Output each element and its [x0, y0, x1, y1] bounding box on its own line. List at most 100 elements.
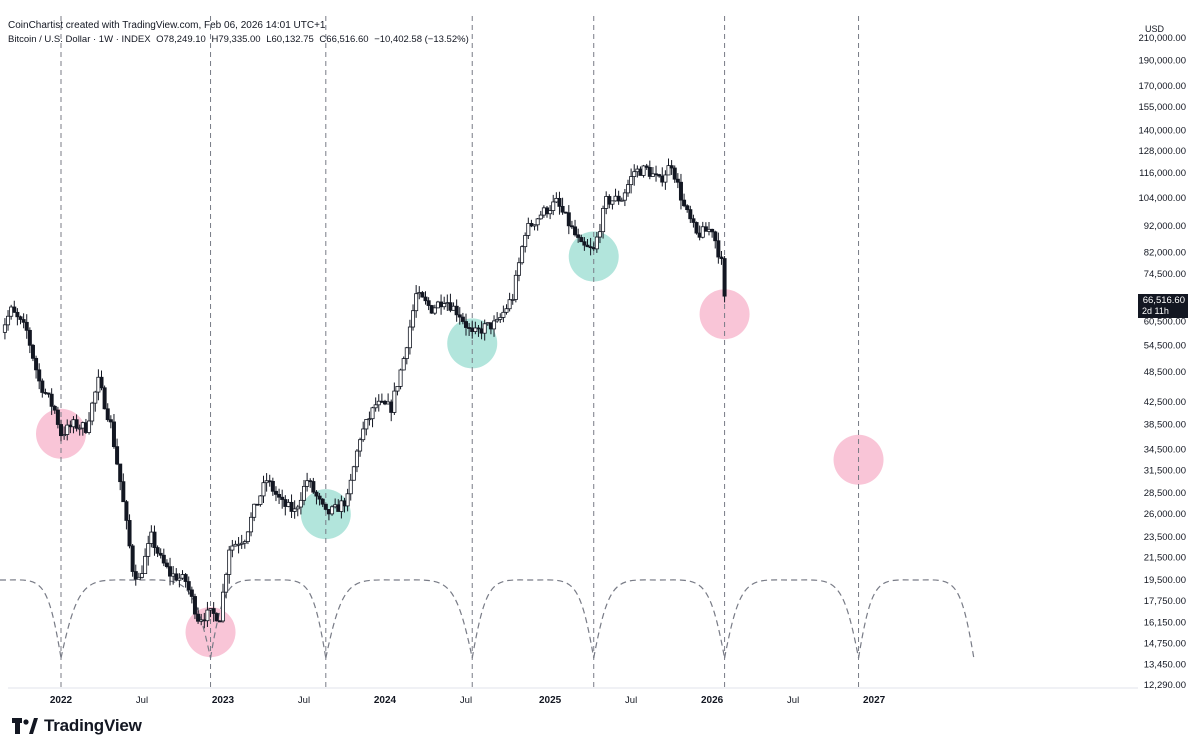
time-tick-label: Jul: [460, 695, 472, 706]
candle: [576, 228, 581, 243]
candle: [414, 285, 419, 318]
candle: [666, 158, 671, 176]
candle: [196, 607, 201, 624]
candle: [520, 245, 525, 265]
candle: [77, 424, 82, 436]
candle: [579, 234, 584, 243]
candle: [535, 217, 540, 231]
price-tick-label: 116,000.00: [1139, 168, 1186, 179]
candle: [298, 492, 303, 515]
candle: [672, 165, 677, 183]
time-axis[interactable]: 2022 Jul 2023 Jul 2024 Jul 2025 Jul 2026 Jul 2027: [8, 687, 1138, 706]
candle: [492, 315, 497, 337]
time-tick-label: 2024: [374, 695, 397, 706]
candle: [317, 493, 322, 506]
price-tick-label: 170,000.00: [1138, 81, 1186, 92]
candle: [647, 160, 652, 180]
candle: [183, 573, 188, 588]
candle: [249, 512, 254, 537]
candle: [189, 586, 194, 604]
candle: [420, 290, 425, 298]
candle: [663, 170, 668, 190]
candle: [108, 415, 113, 429]
candle: [217, 620, 222, 623]
candle: [610, 200, 615, 210]
candle: [364, 418, 369, 436]
candle: [12, 300, 17, 313]
candle: [632, 164, 637, 186]
candle: [669, 160, 674, 175]
price-tick-label: 140,000.00: [1138, 125, 1186, 136]
candle: [289, 494, 294, 518]
candle: [55, 406, 60, 429]
candle: [641, 164, 646, 178]
candle: [205, 601, 210, 627]
candle: [236, 537, 241, 554]
time-tick-label: Jul: [625, 695, 637, 706]
candle: [675, 173, 680, 189]
candle: [99, 370, 104, 391]
candle: [133, 564, 138, 586]
price-tick-label: 128,000.00: [1138, 146, 1186, 157]
price-tick-label: 14,750.00: [1144, 638, 1186, 649]
cycle-highlight-circles: [36, 231, 884, 658]
candle: [305, 472, 310, 492]
candle: [398, 368, 403, 390]
candle: [516, 257, 521, 282]
candle: [482, 319, 487, 341]
bar-countdown: 2d 11h: [1142, 306, 1169, 316]
symbol-label[interactable]: Bitcoin / U.S. Dollar · 1W · INDEX: [8, 34, 151, 45]
candle: [354, 449, 359, 473]
candle: [404, 346, 409, 365]
time-tick-label: Jul: [787, 695, 799, 706]
candle: [358, 437, 363, 457]
candle: [37, 363, 42, 390]
candle: [713, 230, 718, 249]
time-tick-label: 2025: [539, 695, 562, 706]
candle: [46, 392, 51, 398]
candle: [463, 313, 468, 336]
candle: [164, 559, 169, 569]
candle: [460, 312, 465, 325]
tradingview-brand[interactable]: TradingView: [12, 716, 142, 736]
price-tick-label: 31,500.00: [1144, 465, 1186, 476]
candle: [136, 572, 141, 580]
candle: [432, 304, 437, 315]
candle: [585, 239, 590, 248]
tradingview-logo-icon: [12, 718, 38, 734]
price-tick-label: 38,500.00: [1144, 420, 1186, 431]
candle: [688, 205, 693, 224]
candle: [392, 382, 397, 415]
candle: [295, 504, 300, 517]
candle: [40, 378, 45, 398]
candle: [277, 488, 282, 504]
candle: [124, 499, 129, 530]
candle: [292, 500, 297, 519]
candle: [700, 221, 705, 239]
cycle-arc-4: [471, 579, 595, 659]
candle: [174, 568, 179, 582]
candle: [161, 548, 166, 567]
candle: [314, 490, 319, 505]
candle: [526, 217, 531, 240]
candle: [607, 194, 612, 209]
candle: [597, 223, 602, 244]
price-tick-label: 74,500.00: [1144, 269, 1186, 280]
candle: [24, 314, 29, 339]
last-price-value: 66,516.60: [1143, 295, 1185, 306]
candle: [186, 576, 191, 595]
candle: [716, 232, 721, 264]
candle: [411, 304, 416, 331]
candle: [367, 411, 372, 426]
candle: [619, 197, 624, 202]
candle: [401, 356, 406, 371]
candle: [239, 534, 244, 549]
candle: [30, 343, 35, 362]
candle: [158, 548, 163, 559]
candle: [21, 313, 26, 329]
candle: [18, 315, 23, 325]
candle: [345, 488, 350, 512]
candle: [644, 163, 649, 170]
